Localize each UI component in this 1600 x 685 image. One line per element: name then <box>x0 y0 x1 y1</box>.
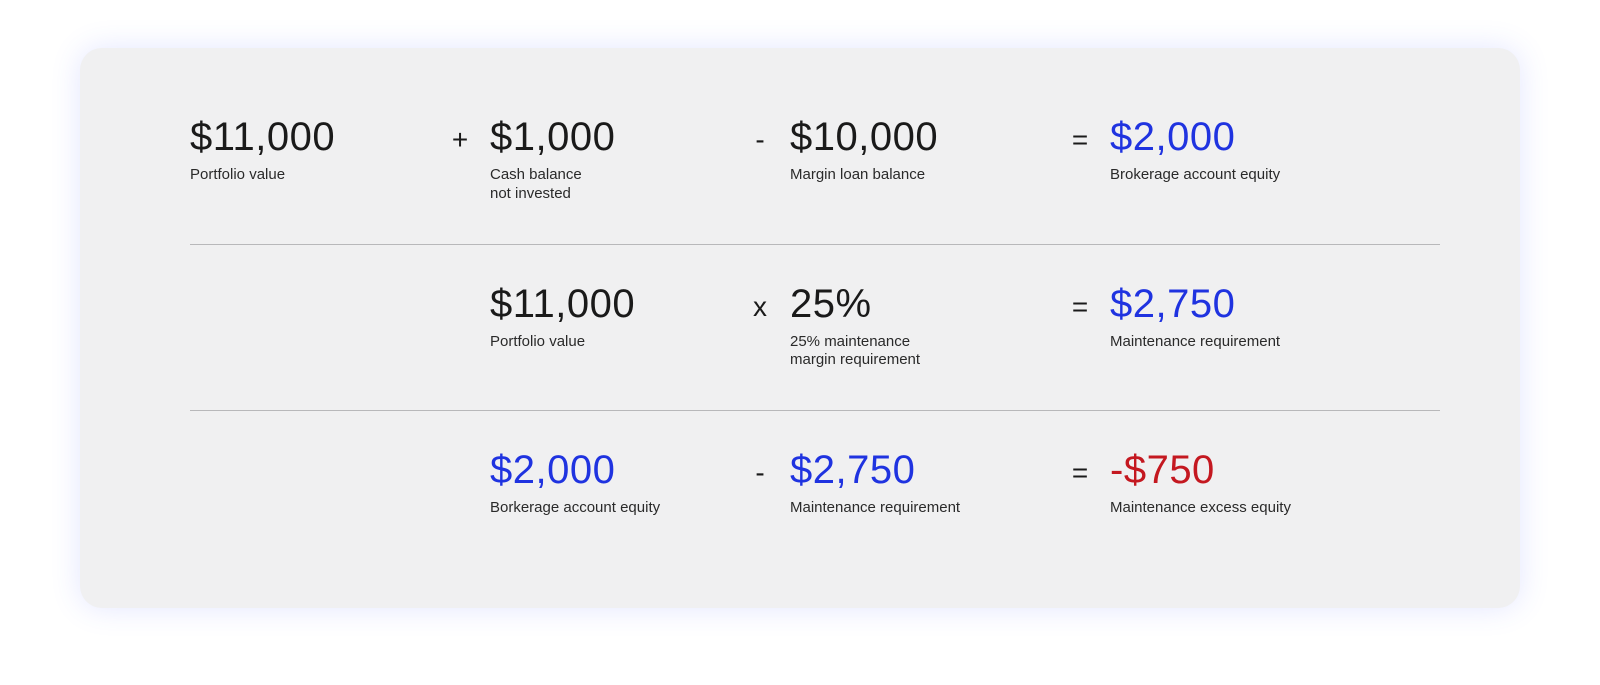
label-account-equity: Brokerage account equity <box>1110 166 1330 185</box>
divider <box>190 410 1440 411</box>
op-minus: - <box>730 449 790 489</box>
label-maintenance-pct: 25% maintenance margin requirement <box>790 333 1010 371</box>
term-maintenance-req: $2,750 Maintenance requirement <box>1110 283 1390 352</box>
term-maintenance-req-2: $2,750 Maintenance requirement <box>790 449 1050 518</box>
term-equity-2: $2,000 Borkerage account equity <box>490 449 730 518</box>
label-portfolio-2: Portfolio value <box>490 333 710 352</box>
op-plus: + <box>430 116 490 156</box>
op-equals: = <box>1050 449 1110 489</box>
op-equals: = <box>1050 116 1110 156</box>
label-maintenance-req: Maintenance requirement <box>1110 333 1330 352</box>
margin-calc-card: $11,000 Portfolio value + $1,000 Cash ba… <box>80 48 1520 608</box>
equation-row-excess: $2,000 Borkerage account equity - $2,750… <box>190 425 1440 552</box>
value-account-equity: $2,000 <box>1110 116 1390 158</box>
label-portfolio: Portfolio value <box>190 166 410 185</box>
op-equals: = <box>1050 283 1110 323</box>
term-excess-equity: -$750 Maintenance excess equity <box>1110 449 1390 518</box>
value-margin-loan: $10,000 <box>790 116 1050 158</box>
value-maintenance-pct: 25% <box>790 283 1050 325</box>
term-margin-loan: $10,000 Margin loan balance <box>790 116 1050 185</box>
value-maintenance-req: $2,750 <box>1110 283 1390 325</box>
value-maintenance-req-2: $2,750 <box>790 449 1050 491</box>
value-equity-2: $2,000 <box>490 449 730 491</box>
label-equity-2: Borkerage account equity <box>490 499 710 518</box>
divider <box>190 244 1440 245</box>
label-margin-loan: Margin loan balance <box>790 166 1010 185</box>
term-portfolio-value-2: $11,000 Portfolio value <box>490 283 730 352</box>
value-portfolio-2: $11,000 <box>490 283 730 325</box>
equation-row-equity: $11,000 Portfolio value + $1,000 Cash ba… <box>190 92 1440 238</box>
term-cash-balance: $1,000 Cash balance not invested <box>490 116 730 204</box>
op-minus: - <box>730 116 790 156</box>
term-portfolio-value: $11,000 Portfolio value <box>190 116 430 185</box>
value-portfolio: $11,000 <box>190 116 430 158</box>
term-maintenance-pct: 25% 25% maintenance margin requirement <box>790 283 1050 371</box>
label-cash: Cash balance not invested <box>490 166 710 204</box>
label-maintenance-req-2: Maintenance requirement <box>790 499 1010 518</box>
value-cash: $1,000 <box>490 116 730 158</box>
label-excess-equity: Maintenance excess equity <box>1110 499 1330 518</box>
spacer <box>430 283 490 291</box>
op-times: x <box>730 283 790 323</box>
value-excess-equity: -$750 <box>1110 449 1390 491</box>
spacer <box>430 449 490 457</box>
term-account-equity: $2,000 Brokerage account equity <box>1110 116 1390 185</box>
equation-row-maintenance: $11,000 Portfolio value x 25% 25% mainte… <box>190 259 1440 405</box>
